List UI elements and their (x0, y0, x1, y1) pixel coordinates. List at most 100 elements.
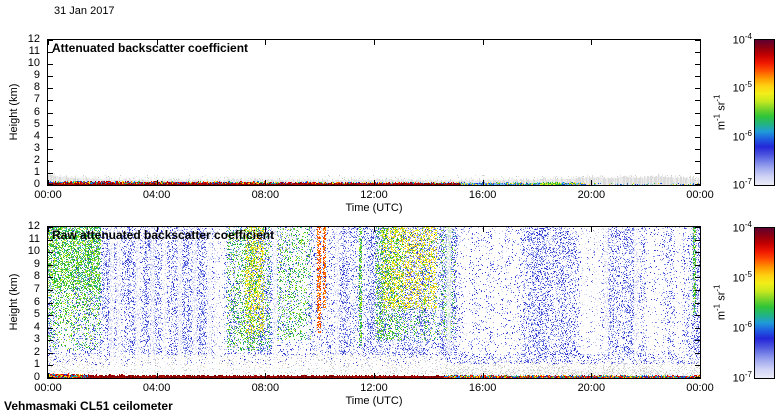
y-tick-mark (48, 277, 53, 279)
x-tick-mark (374, 373, 375, 378)
y-tick-label: 0 (33, 178, 40, 190)
y-tick-mark (48, 352, 53, 354)
raw-attenuated-backscatter-heatmap-canvas (48, 227, 700, 378)
y-tick-mark (48, 302, 53, 304)
x-tick-label: 16:00 (468, 189, 497, 201)
x-tick-mark (482, 40, 484, 45)
colorbar-tick-label: 10-7 (732, 370, 752, 385)
x-tick-label: 16:00 (468, 382, 497, 394)
y-tick-label: 11 (28, 232, 40, 245)
y-axis-label: Height (km) (8, 273, 20, 330)
colorbar-tick-label: 10-6 (732, 320, 752, 335)
attenuated-backscatter-heatmap-canvas (48, 40, 700, 185)
x-tick-mark (156, 180, 158, 185)
x-tick-label: 04:00 (142, 189, 171, 201)
y-tick-mark (48, 40, 53, 41)
x-tick-mark (591, 40, 593, 45)
y-tick-mark (695, 277, 700, 279)
y-tick-mark (695, 365, 700, 367)
x-tick-mark (700, 180, 701, 185)
x-tick-label: 00:00 (686, 189, 714, 201)
y-tick-mark (48, 136, 53, 138)
y-tick-mark (695, 227, 700, 228)
x-tick-mark (265, 373, 267, 378)
y-tick-mark (48, 340, 53, 342)
bottom-panel-title: Raw attenuated backscatter coefficient (52, 228, 275, 242)
y-tick-mark (695, 352, 700, 354)
y-tick-label: 9 (33, 69, 40, 82)
x-axis-label: Time (UTC) (345, 202, 403, 214)
y-tick-label: 1 (33, 165, 40, 178)
y-tick-label: 2 (33, 345, 40, 358)
x-tick-label: 00:00 (34, 189, 62, 201)
x-tick-label: 00:00 (686, 382, 714, 394)
y-tick-label: 8 (33, 81, 40, 94)
x-tick-mark (265, 40, 267, 45)
attenuated-backscatter-panel: Attenuated backscatter coefficient (47, 39, 701, 186)
x-tick-mark (700, 227, 701, 232)
y-tick-label: 5 (33, 117, 40, 130)
x-tick-mark (374, 227, 375, 232)
x-tick-label: 12:00 (360, 382, 388, 394)
y-tick-label: 3 (33, 141, 40, 154)
y-tick-mark (48, 124, 53, 126)
x-tick-mark (48, 180, 49, 185)
y-tick-label: 0 (33, 371, 40, 383)
y-tick-mark (695, 136, 700, 138)
colorbar (754, 39, 775, 186)
y-tick-mark (48, 227, 53, 228)
y-tick-label: 6 (33, 295, 40, 308)
y-tick-mark (695, 160, 700, 162)
y-tick-label: 8 (33, 270, 40, 283)
x-tick-mark (482, 180, 484, 185)
y-tick-label: 5 (33, 308, 40, 321)
y-tick-mark (695, 112, 700, 114)
y-tick-label: 10 (27, 245, 40, 258)
y-tick-label: 7 (33, 93, 40, 106)
y-tick-label: 12 (27, 220, 40, 232)
y-tick-mark (695, 340, 700, 342)
colorbar-tick-label: 10-4 (732, 32, 752, 47)
colorbar-tick-label: 10-7 (732, 177, 752, 192)
x-tick-mark (48, 227, 49, 232)
colorbar-tick-label: 10-5 (732, 270, 752, 285)
x-tick-mark (156, 227, 158, 232)
y-tick-mark (695, 52, 700, 54)
y-tick-mark (48, 112, 53, 114)
y-tick-label: 3 (33, 333, 40, 346)
y-tick-mark (48, 327, 53, 329)
y-tick-label: 9 (33, 257, 40, 270)
colorbar-tick-label: 10-5 (732, 80, 752, 95)
y-tick-mark (695, 124, 700, 126)
x-tick-label: 20:00 (577, 382, 606, 394)
y-tick-label: 4 (33, 129, 40, 142)
y-tick-mark (48, 160, 53, 162)
y-tick-mark (48, 52, 53, 54)
x-tick-mark (48, 40, 49, 45)
y-tick-mark (695, 64, 700, 66)
y-tick-mark (48, 64, 53, 66)
y-tick-label: 2 (33, 153, 40, 166)
y-tick-mark (695, 76, 700, 78)
y-tick-mark (48, 289, 53, 291)
x-tick-mark (700, 40, 701, 45)
x-tick-mark (374, 180, 375, 185)
x-tick-mark (591, 180, 593, 185)
x-tick-label: 00:00 (34, 382, 62, 394)
y-tick-mark (48, 100, 53, 102)
top-panel-title: Attenuated backscatter coefficient (52, 41, 249, 55)
y-tick-mark (695, 184, 700, 185)
y-axis-label: Height (km) (8, 83, 20, 140)
y-tick-label: 6 (33, 105, 40, 118)
x-tick-label: 08:00 (251, 382, 280, 394)
x-tick-mark (591, 227, 593, 232)
x-tick-mark (591, 373, 593, 378)
x-tick-label: 20:00 (577, 189, 606, 201)
y-tick-mark (48, 76, 53, 78)
date-label: 31 Jan 2017 (54, 5, 115, 17)
x-tick-mark (156, 373, 158, 378)
y-tick-mark (48, 365, 53, 367)
y-tick-mark (695, 239, 700, 241)
x-tick-mark (265, 227, 267, 232)
